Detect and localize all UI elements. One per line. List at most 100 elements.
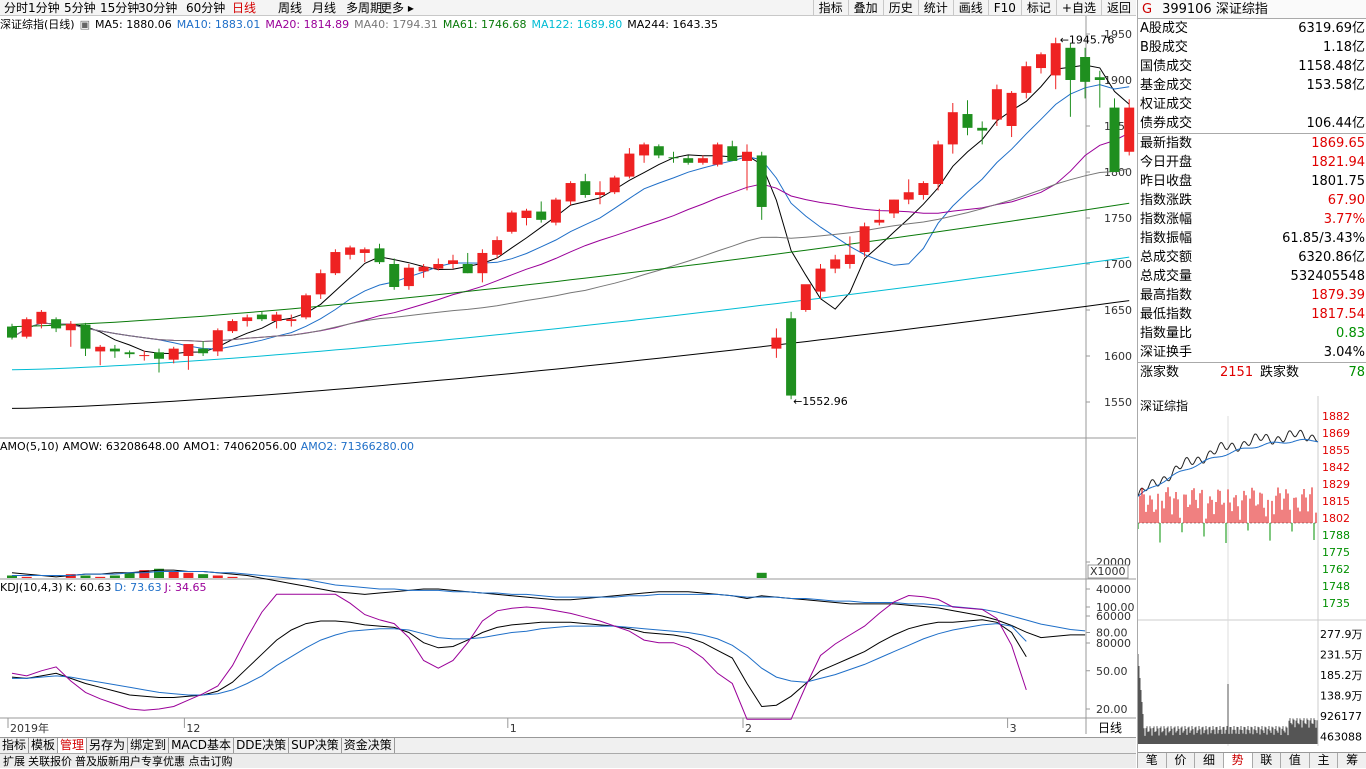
period-tab[interactable]: 5分钟 <box>64 1 96 15</box>
indicator-tab[interactable]: DDE决策 <box>234 738 290 753</box>
candle[interactable] <box>1109 98 1120 172</box>
candle[interactable] <box>859 222 870 257</box>
candle[interactable] <box>712 142 723 167</box>
candle[interactable] <box>7 323 17 340</box>
period-tab[interactable]: 日线 <box>232 1 257 15</box>
quote-panel-tab[interactable]: 联 <box>1253 753 1282 768</box>
quote-panel-tab[interactable]: 细 <box>1195 753 1224 768</box>
candle[interactable] <box>433 258 444 271</box>
amo-bar[interactable] <box>212 575 223 579</box>
candle[interactable] <box>844 236 855 269</box>
candle[interactable] <box>477 249 488 283</box>
candle[interactable] <box>595 181 605 205</box>
period-tab[interactable]: 月线 <box>312 1 337 15</box>
tool-menu-item[interactable]: 返回 <box>1100 0 1136 16</box>
candle[interactable] <box>786 311 797 400</box>
period-tab[interactable]: 分时 <box>4 1 29 15</box>
tool-menu-item[interactable]: 叠加 <box>847 0 883 16</box>
candle[interactable] <box>1065 43 1076 117</box>
candle[interactable] <box>1006 91 1017 138</box>
status-item[interactable]: 扩展 <box>3 755 25 768</box>
candle[interactable] <box>771 328 782 358</box>
candle[interactable] <box>977 121 988 145</box>
candle[interactable] <box>271 311 282 329</box>
quote-panel-tab[interactable]: 主 <box>1310 753 1339 768</box>
candle[interactable] <box>800 284 811 312</box>
amo-bar[interactable] <box>21 576 32 578</box>
candle[interactable] <box>389 258 400 290</box>
candle[interactable] <box>286 314 297 327</box>
candle[interactable] <box>21 317 32 339</box>
indicator-tab[interactable]: 另存为 <box>87 738 129 753</box>
candle[interactable] <box>168 346 179 364</box>
candle[interactable] <box>536 201 547 223</box>
tool-menu-item[interactable]: F10 <box>987 0 1021 16</box>
period-tab[interactable]: 30分钟 <box>138 1 178 15</box>
candle[interactable] <box>933 140 944 191</box>
period-tab[interactable]: 1分钟 <box>28 1 60 15</box>
candle[interactable] <box>1050 37 1061 90</box>
candle[interactable] <box>962 100 973 136</box>
period-tab[interactable]: 更多 ▸ <box>380 1 414 15</box>
candle[interactable] <box>521 208 532 226</box>
candle[interactable] <box>374 243 385 264</box>
indicator-tab[interactable]: 管理 <box>58 738 88 753</box>
candle[interactable] <box>947 103 958 154</box>
candle[interactable] <box>991 84 1002 126</box>
candle[interactable] <box>1124 99 1135 156</box>
quote-panel-tab[interactable]: 笔 <box>1138 753 1167 768</box>
indicator-tab[interactable]: SUP决策 <box>289 738 342 753</box>
candle[interactable] <box>1094 70 1105 108</box>
candle[interactable] <box>95 344 106 366</box>
candle[interactable] <box>756 151 767 220</box>
candle[interactable] <box>668 151 679 163</box>
tool-menu-item[interactable]: 指标 <box>812 0 848 16</box>
candle[interactable] <box>345 245 356 260</box>
tool-menu-item[interactable]: 画线 <box>952 0 988 16</box>
kline-chart-area[interactable]: 1950190018501800175017001650160015508000… <box>0 16 1136 737</box>
candle[interactable] <box>256 311 267 322</box>
candle[interactable] <box>742 144 752 191</box>
status-item[interactable]: 关联报价 <box>28 755 72 768</box>
candle[interactable] <box>492 236 503 259</box>
candle[interactable] <box>565 181 576 206</box>
indicator-tab[interactable]: 指标 <box>0 738 30 753</box>
candle[interactable] <box>506 210 517 234</box>
candle[interactable] <box>727 140 738 161</box>
candle[interactable] <box>918 181 929 200</box>
candle[interactable] <box>830 254 841 274</box>
candle[interactable] <box>359 247 370 263</box>
candle[interactable] <box>580 173 591 198</box>
indicator-tab[interactable]: MACD基本 <box>169 738 235 753</box>
amo-bar[interactable] <box>154 568 164 578</box>
indicator-settings-icon[interactable]: ▣ <box>79 18 90 31</box>
amo-bar[interactable] <box>80 575 91 579</box>
tool-menu-item[interactable]: 统计 <box>917 0 953 16</box>
candle[interactable] <box>653 144 664 159</box>
zoom-out-button[interactable]: - <box>1122 735 1126 737</box>
quote-panel-tab[interactable]: 值 <box>1281 753 1310 768</box>
candle[interactable] <box>154 348 164 373</box>
candle[interactable] <box>624 148 635 179</box>
candle[interactable] <box>462 252 473 274</box>
quote-panel-tab[interactable]: 势 <box>1223 753 1253 768</box>
amo-bar[interactable] <box>183 572 194 578</box>
quote-panel-tab[interactable]: 价 <box>1167 753 1196 768</box>
tool-menu-item[interactable]: 标记 <box>1020 0 1056 16</box>
candle[interactable] <box>51 317 62 333</box>
candle[interactable] <box>80 322 91 356</box>
period-tab[interactable]: 60分钟 <box>186 1 226 15</box>
candle[interactable] <box>124 350 135 358</box>
candle[interactable] <box>448 254 458 269</box>
candle[interactable] <box>301 293 311 320</box>
amo-bar[interactable] <box>756 572 767 578</box>
candle[interactable] <box>139 350 150 361</box>
candle[interactable] <box>212 328 223 356</box>
candle[interactable] <box>65 321 76 347</box>
indicator-tab[interactable]: 资金决策 <box>342 738 395 753</box>
candle[interactable] <box>330 249 341 276</box>
candle[interactable] <box>198 341 209 356</box>
status-item[interactable]: 普及版新用户专享优惠 点击订购 <box>75 755 233 768</box>
amo-bar[interactable] <box>65 574 76 578</box>
candle[interactable] <box>36 310 47 329</box>
